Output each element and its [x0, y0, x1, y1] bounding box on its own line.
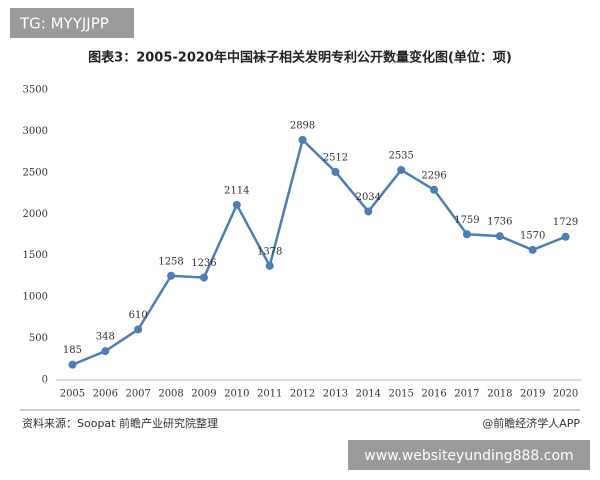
- y-tick-label: 500: [29, 333, 48, 344]
- x-tick-label: 2020: [553, 389, 578, 400]
- x-tick-label: 2009: [191, 389, 216, 400]
- data-label: 1736: [487, 217, 512, 228]
- data-label: 2535: [388, 150, 413, 161]
- y-tick-label: 1500: [23, 250, 48, 261]
- y-tick-label: 2500: [23, 167, 48, 178]
- data-label: 2898: [290, 120, 315, 131]
- data-label: 1236: [191, 258, 216, 269]
- tag-box: [10, 8, 134, 38]
- x-tick-label: 2017: [454, 389, 479, 400]
- x-tick-label: 2011: [257, 389, 282, 400]
- data-label: 2034: [356, 192, 381, 203]
- y-tick-label: 3500: [23, 85, 48, 96]
- x-tick-label: 2005: [60, 389, 85, 400]
- data-point: [101, 347, 110, 356]
- y-tick-label: 3000: [23, 126, 48, 137]
- credit: @前瞻经济学人APP: [482, 416, 580, 430]
- x-tick-label: 2014: [356, 389, 381, 400]
- data-point: [134, 325, 143, 334]
- data-point: [331, 167, 340, 176]
- data-line: [71, 137, 567, 366]
- y-tick-label: 1000: [23, 292, 48, 303]
- data-label: 1570: [520, 230, 545, 241]
- x-tick-label: 2012: [290, 389, 315, 400]
- x-tick-label: 2016: [421, 389, 446, 400]
- data-point: [167, 271, 176, 280]
- data-point: [462, 230, 471, 239]
- data-point: [528, 245, 537, 254]
- source: 资料来源：Soopat 前瞻产业研究院整理: [22, 416, 218, 430]
- x-tick-label: 2019: [520, 389, 545, 400]
- data-point: [561, 232, 570, 241]
- x-tick-label: 2007: [125, 389, 150, 400]
- data-label: 2512: [323, 152, 348, 163]
- data-label: 2296: [421, 170, 446, 181]
- data-label: 610: [129, 310, 148, 321]
- data-label: 1729: [553, 217, 578, 228]
- data-point: [430, 185, 439, 194]
- data-label: 185: [63, 345, 82, 356]
- x-tick-label: 2018: [487, 389, 512, 400]
- data-label: 1759: [454, 215, 479, 226]
- tag-text: TG: MYYJJPP: [19, 15, 109, 33]
- x-tick-label: 2010: [224, 389, 249, 400]
- data-label: 1258: [158, 256, 183, 267]
- chart-title: 图表3：2005-2020年中国袜子相关发明专利公开数量变化图(单位：项): [88, 50, 512, 66]
- data-label: 348: [96, 332, 115, 343]
- data-point: [397, 165, 406, 174]
- data-point: [199, 273, 208, 282]
- data-point: [495, 232, 504, 241]
- data-point: [68, 360, 77, 369]
- data-point: [364, 207, 373, 216]
- x-tick-label: 2006: [93, 389, 118, 400]
- url-box: [348, 440, 590, 470]
- data-label: 2114: [224, 185, 249, 196]
- data-point: [265, 261, 274, 270]
- x-tick-label: 2015: [388, 389, 413, 400]
- y-tick-label: 2000: [23, 209, 48, 220]
- x-tick-label: 2008: [158, 389, 183, 400]
- data-point: [232, 200, 241, 209]
- data-point: [298, 135, 307, 144]
- data-label: 1378: [257, 246, 282, 257]
- x-tick-label: 2013: [323, 389, 348, 400]
- y-tick-label: 0: [42, 375, 48, 386]
- url-text: www.websiteyunding888.com: [364, 448, 573, 464]
